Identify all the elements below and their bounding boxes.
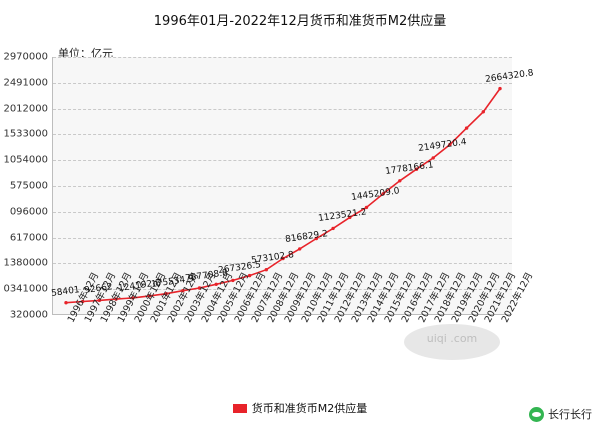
wechat-icon (529, 406, 544, 422)
watermark-text: uiqi .com (426, 332, 478, 345)
data-point (464, 126, 469, 130)
data-point (264, 268, 268, 272)
data-point (147, 294, 152, 298)
gridline (53, 289, 512, 291)
data-point (448, 142, 452, 147)
series-line (64, 86, 502, 305)
data-point (181, 289, 185, 293)
data-point (214, 282, 218, 286)
data-point (197, 286, 202, 290)
y-tick-label: 1380000 (3, 257, 48, 269)
brand-footer: 长行长行 (529, 406, 592, 422)
data-point (481, 110, 485, 114)
watermark: uiqi .com (404, 318, 500, 364)
legend-label: 货币和准货币M2供应量 (251, 402, 368, 415)
data-point (414, 167, 419, 171)
data-point (97, 298, 102, 303)
y-tick-label: 575000 (9, 180, 48, 192)
data-point (314, 236, 319, 241)
gridline (53, 263, 512, 265)
legend-swatch-icon (232, 403, 247, 413)
data-point (398, 179, 402, 183)
y-tick-label: 1054000 (3, 154, 48, 166)
y-tick-label: 2970000 (3, 51, 48, 63)
data-point (331, 226, 335, 231)
data-point (114, 297, 118, 301)
data-point (164, 292, 168, 296)
data-point (381, 192, 385, 196)
y-tick-label: 320000 (9, 309, 48, 321)
y-tick-label: 1533000 (3, 128, 48, 140)
gridline (53, 134, 512, 136)
y-tick-label: 2491000 (3, 77, 48, 89)
data-point (247, 273, 252, 278)
brand-name: 长行长行 (548, 408, 592, 421)
chart-legend: 货币和准货币M2供应量 (0, 400, 600, 416)
data-point (81, 299, 85, 304)
gridline (53, 57, 512, 58)
data-point (498, 86, 502, 91)
plot-area (52, 57, 512, 315)
line-path (65, 88, 501, 304)
gridline (53, 108, 512, 110)
y-tick-label: 2012000 (3, 103, 48, 115)
chart-title: 1996年01月-2022年12月货币和准货币M2供应量 (153, 14, 447, 29)
y-tick-label: 0341000 (3, 283, 48, 295)
y-axis-labels: 2970000 2491000 2012000 1533000 1054000 57500… (0, 52, 52, 321)
data-point (364, 205, 369, 210)
x-axis-labels: 1996年12月 1997年12月 1998年12月 1999年12月 2000年12月… (0, 271, 600, 396)
legend-item: 货币和准货币M2供应量 (232, 400, 368, 416)
data-point (64, 301, 68, 305)
y-tick-label: 096000 (9, 206, 48, 218)
data-point (431, 156, 435, 160)
data-point (348, 215, 352, 220)
data-point (231, 278, 235, 283)
data-point (281, 256, 285, 261)
watermark-ellipse (404, 324, 500, 360)
gridline (53, 237, 512, 239)
unit-label: 单位：亿元 (58, 47, 113, 60)
gridline (53, 160, 512, 162)
data-point (298, 247, 302, 251)
y-tick-label: 617000 (9, 232, 48, 244)
data-point (131, 296, 135, 300)
gridline (53, 82, 512, 84)
gridline (53, 186, 512, 187)
gridline (53, 211, 512, 213)
